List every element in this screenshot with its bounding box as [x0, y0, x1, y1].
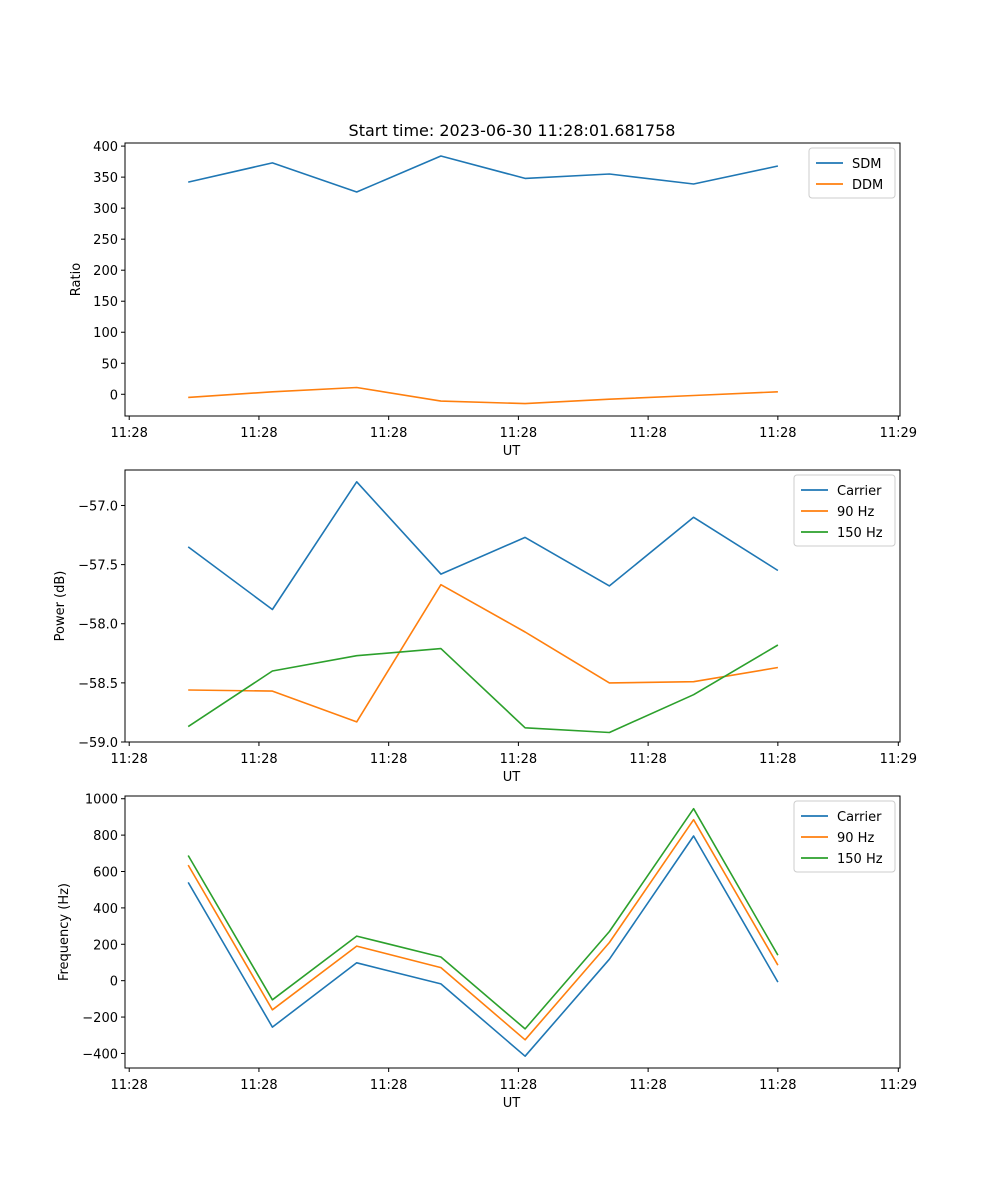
y-tick-label: 350	[93, 171, 118, 186]
legend-box	[793, 800, 896, 873]
x-tick-label: 11:28	[500, 752, 537, 767]
plot-frame	[124, 795, 901, 1069]
x-tick-label: 11:28	[370, 1078, 407, 1093]
series-line-150-hz	[187, 644, 779, 734]
legend: Carrier 90 Hz 150 Hz	[793, 800, 896, 873]
x-tick-label: 11:28	[629, 1078, 666, 1093]
legend-label: Carrier	[837, 810, 882, 825]
legend: SDM DDM	[808, 147, 896, 199]
y-tick-label: 400	[93, 902, 118, 917]
x-tick-label: 11:28	[759, 1078, 796, 1093]
x-axis-label: UT	[503, 1096, 521, 1111]
subplot-2: −59.0 −58.5 −58.0 −57.5 −57.0 11:28 11:28 11:28…	[53, 469, 917, 785]
y-axis-label: Power (dB)	[53, 571, 68, 642]
y-tick-label: 1000	[85, 793, 118, 808]
x-tick-label: 11:28	[110, 752, 147, 767]
x-tick-label: 11:28	[759, 752, 796, 767]
y-tick-label: 100	[93, 326, 118, 341]
legend-label: 90 Hz	[837, 505, 874, 520]
chart-title: Start time: 2023-06-30 11:28:01.681758	[349, 121, 676, 140]
legend-box	[793, 474, 896, 547]
y-tick-label: −57.0	[78, 499, 118, 514]
subplot-1: 0 50 100 150 200 250 300 350 400 11:28 11:28 11:28 1…	[69, 140, 917, 459]
x-tick-label: 11:29	[880, 752, 917, 767]
x-tick-label: 11:28	[110, 1078, 147, 1093]
y-tick-label: −58.5	[78, 677, 118, 692]
series-line-sdm	[188, 155, 779, 193]
legend-label: SDM	[852, 157, 881, 172]
x-tick-label: 11:28	[240, 426, 277, 441]
legend-box	[808, 147, 896, 199]
y-tick-label: −59.0	[78, 736, 118, 751]
y-tick-label: 400	[93, 140, 118, 155]
series-line-carrier	[187, 480, 779, 611]
plot-frame	[124, 469, 901, 743]
y-tick-label: 200	[93, 264, 118, 279]
y-tick-label: −57.5	[78, 559, 118, 574]
y-tick-label: 800	[93, 829, 118, 844]
series-line-90-hz	[188, 583, 779, 723]
legend-label: 150 Hz	[837, 526, 883, 541]
subplot-3: −400 −200 0 200 400 600 800 1000 11:28 11:28 11:28…	[57, 793, 917, 1111]
series-line-carrier	[187, 835, 779, 1057]
y-tick-label: 250	[93, 233, 118, 248]
x-tick-label: 11:28	[370, 426, 407, 441]
legend-label: 90 Hz	[837, 831, 874, 846]
y-tick-label: 300	[93, 202, 118, 217]
x-axis-label: UT	[503, 444, 521, 459]
y-tick-label: 0	[110, 975, 118, 990]
y-tick-label: −58.0	[78, 618, 118, 633]
x-tick-label: 11:29	[880, 1078, 917, 1093]
x-tick-label: 11:28	[370, 752, 407, 767]
y-tick-label: −400	[82, 1047, 118, 1062]
x-tick-label: 11:28	[110, 426, 147, 441]
x-tick-label: 11:28	[629, 426, 666, 441]
x-tick-label: 11:28	[500, 1078, 537, 1093]
plot-frame	[124, 142, 901, 417]
axes-layer: 0 50 100 150 200 250 300 350 400 11:28 11:28 11:28 1…	[53, 140, 917, 1111]
x-tick-label: 11:28	[629, 752, 666, 767]
x-tick-label: 11:28	[500, 426, 537, 441]
y-tick-label: 200	[93, 938, 118, 953]
legend-label: Carrier	[837, 484, 882, 499]
legend-label: DDM	[852, 178, 883, 193]
y-tick-label: −200	[82, 1011, 118, 1026]
x-tick-label: 11:28	[240, 1078, 277, 1093]
x-axis-label: UT	[503, 770, 521, 785]
y-axis-label: Ratio	[69, 263, 84, 296]
y-tick-label: 50	[101, 357, 118, 372]
series-line-ddm	[188, 386, 778, 405]
y-tick-label: 600	[93, 866, 118, 881]
legend: Carrier 90 Hz 150 Hz	[793, 474, 896, 547]
y-axis-label: Frequency (Hz)	[57, 883, 72, 981]
legend-label: 150 Hz	[837, 852, 883, 867]
x-tick-label: 11:29	[880, 426, 917, 441]
y-tick-label: 150	[93, 295, 118, 310]
series-line-150-hz	[187, 807, 779, 1030]
y-tick-label: 0	[110, 388, 118, 403]
x-tick-label: 11:28	[759, 426, 796, 441]
series-line-90-hz	[187, 818, 779, 1041]
x-tick-label: 11:28	[240, 752, 277, 767]
